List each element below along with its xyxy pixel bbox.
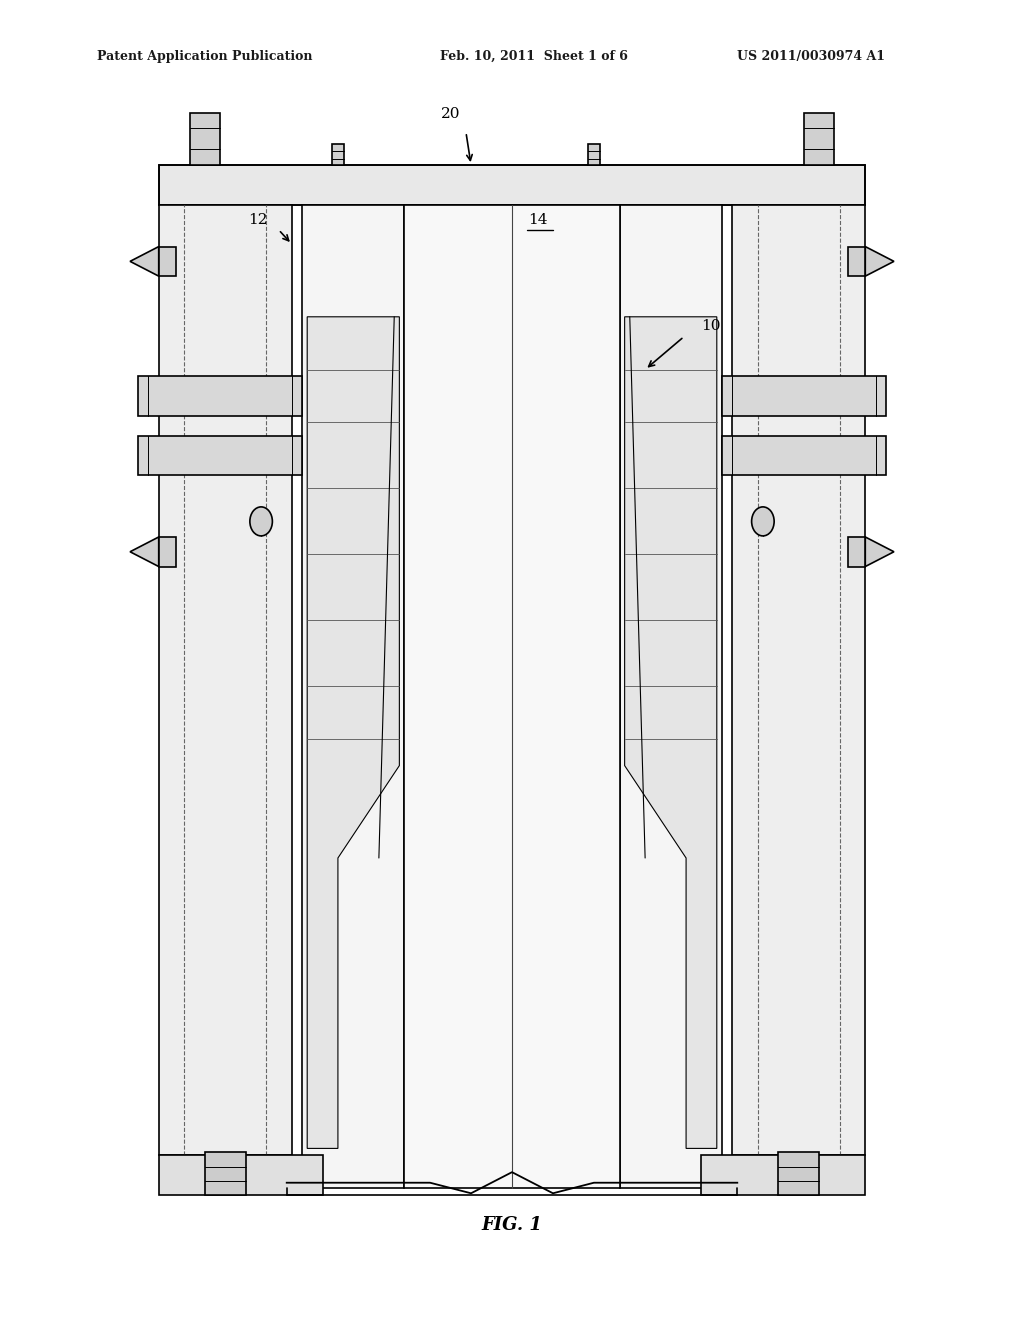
Bar bbox=[588, 144, 600, 165]
Bar bbox=[159, 205, 292, 1155]
Bar bbox=[732, 205, 865, 1155]
Polygon shape bbox=[865, 247, 894, 276]
Polygon shape bbox=[625, 317, 717, 1148]
Bar bbox=[159, 247, 176, 276]
Bar bbox=[722, 436, 886, 475]
Bar bbox=[404, 205, 620, 1188]
Text: 10: 10 bbox=[701, 318, 721, 333]
Polygon shape bbox=[865, 537, 894, 566]
Bar bbox=[332, 144, 344, 165]
Bar bbox=[701, 1155, 865, 1195]
Bar bbox=[159, 537, 176, 566]
Text: US 2011/0030974 A1: US 2011/0030974 A1 bbox=[737, 50, 886, 63]
Polygon shape bbox=[130, 537, 159, 566]
Bar bbox=[159, 165, 865, 205]
Bar bbox=[848, 537, 865, 566]
Bar bbox=[778, 1152, 819, 1195]
Bar bbox=[189, 112, 220, 165]
Text: 14: 14 bbox=[527, 213, 548, 227]
Polygon shape bbox=[130, 247, 159, 276]
Bar bbox=[848, 247, 865, 276]
Polygon shape bbox=[307, 317, 399, 1148]
Bar bbox=[138, 436, 302, 475]
Text: Patent Application Publication: Patent Application Publication bbox=[97, 50, 312, 63]
Text: FIG. 1: FIG. 1 bbox=[481, 1216, 543, 1234]
Bar bbox=[159, 1155, 323, 1195]
Bar bbox=[722, 376, 886, 416]
Bar bbox=[138, 376, 302, 416]
Bar bbox=[205, 1152, 246, 1195]
Circle shape bbox=[752, 507, 774, 536]
Circle shape bbox=[250, 507, 272, 536]
Text: Feb. 10, 2011  Sheet 1 of 6: Feb. 10, 2011 Sheet 1 of 6 bbox=[440, 50, 628, 63]
Text: 20: 20 bbox=[440, 107, 461, 121]
Text: 12: 12 bbox=[248, 213, 268, 227]
Bar bbox=[620, 205, 722, 1188]
Bar bbox=[804, 112, 835, 165]
Bar bbox=[302, 205, 404, 1188]
